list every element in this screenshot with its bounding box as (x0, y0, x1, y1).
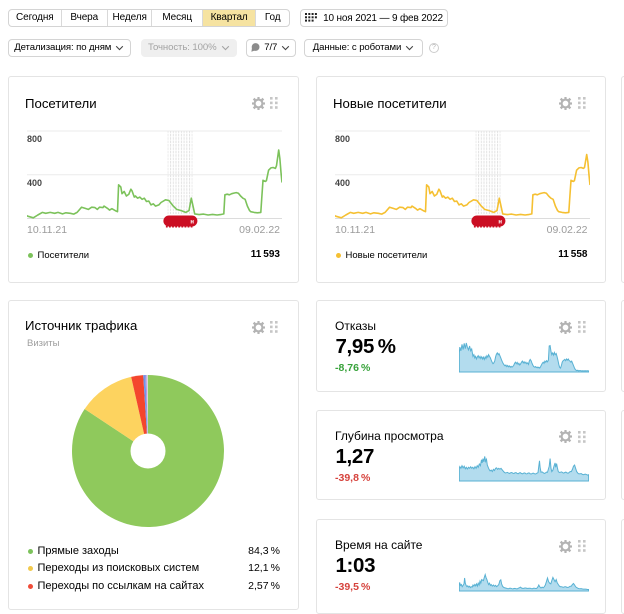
svg-text:н: н (498, 220, 502, 226)
svg-text:н: н (190, 220, 194, 226)
